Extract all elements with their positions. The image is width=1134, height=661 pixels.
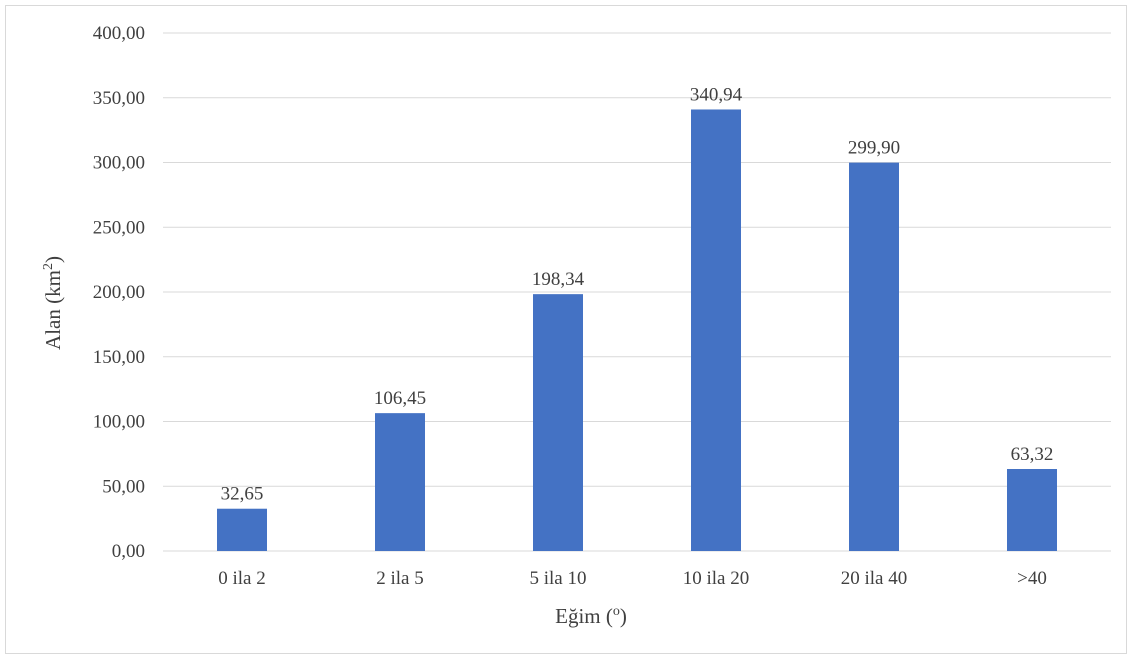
- y-tick-label: 100,00: [93, 412, 145, 433]
- bar: [533, 294, 583, 551]
- data-label: 106,45: [374, 388, 426, 409]
- y-tick-label: 150,00: [93, 347, 145, 368]
- data-label: 32,65: [221, 484, 264, 505]
- data-label: 198,34: [532, 269, 585, 290]
- data-label: 340,94: [690, 84, 743, 105]
- x-tick-label: 10 ila 20: [683, 568, 750, 589]
- data-label: 63,32: [1011, 444, 1054, 465]
- y-tick-label: 0,00: [112, 541, 145, 562]
- y-tick-labels: 0,00 50,00 100,00 150,00 200,00 250,00 300,00 3…: [93, 23, 145, 562]
- y-tick-label: 350,00: [93, 88, 145, 109]
- y-tick-label: 50,00: [102, 476, 145, 497]
- x-tick-label: 5 ila 10: [530, 568, 587, 589]
- bars: [217, 109, 1057, 551]
- data-label: 299,90: [848, 138, 900, 159]
- y-axis-title: Alan (km2): [41, 256, 65, 350]
- bar: [217, 508, 267, 551]
- bar: [375, 413, 425, 551]
- x-tick-labels: 0 ila 2 2 ila 5 5 ila 10 10 ila 20 20 ila 40…: [218, 568, 1047, 589]
- y-tick-label: 200,00: [93, 282, 145, 303]
- y-tick-label: 250,00: [93, 217, 145, 238]
- gridlines: [163, 32, 1111, 552]
- bar: [691, 109, 741, 551]
- bar: [849, 162, 899, 551]
- x-tick-label: 2 ila 5: [376, 568, 424, 589]
- x-tick-label: 0 ila 2: [218, 568, 266, 589]
- bar: [1007, 469, 1057, 551]
- data-labels: 32,65 106,45 198,34 340,94 299,90 63,32: [221, 84, 1054, 504]
- x-tick-label: >40: [1017, 568, 1047, 589]
- y-tick-label: 400,00: [93, 23, 145, 44]
- x-tick-label: 20 ila 40: [841, 568, 908, 589]
- y-tick-label: 300,00: [93, 153, 145, 174]
- x-axis-title: Eğim (o): [555, 604, 627, 628]
